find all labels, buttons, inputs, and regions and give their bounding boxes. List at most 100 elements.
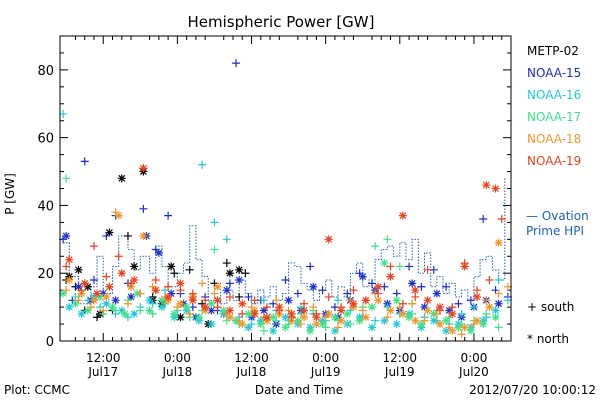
south-point [371, 242, 380, 251]
north-point [300, 313, 309, 322]
south-point [222, 235, 231, 244]
north-point [429, 316, 438, 325]
north-point [262, 313, 271, 322]
south-point [442, 282, 451, 291]
north-point [367, 323, 376, 332]
north-point [358, 272, 367, 281]
south-point [300, 299, 309, 308]
north-point [207, 299, 216, 308]
north-point [188, 296, 197, 305]
south-point [74, 296, 83, 305]
south-point [420, 316, 429, 325]
south-point [309, 303, 318, 312]
north-point [367, 303, 376, 312]
north-point [445, 306, 454, 315]
south-point [469, 303, 478, 312]
south-point [343, 289, 352, 298]
south-point [222, 259, 231, 268]
north-point [93, 289, 102, 298]
legend-entry: NOAA-15 [527, 66, 581, 80]
north-point [423, 296, 432, 305]
south-point [259, 326, 268, 335]
north-point [145, 296, 154, 305]
north-point [491, 306, 500, 315]
south-point [250, 296, 259, 305]
south-point [494, 323, 503, 332]
legend-entry: NOAA-16 [527, 88, 581, 102]
legend-entry: METP-02 [527, 44, 579, 58]
north-point [213, 296, 222, 305]
south-point [482, 296, 491, 305]
south-point [334, 296, 343, 305]
north-point [269, 326, 278, 335]
south-point [497, 215, 506, 223]
south-point [136, 289, 145, 298]
y-tick-label: 60 [37, 132, 54, 147]
north-point [65, 255, 74, 264]
north-point [207, 306, 216, 315]
north-point [151, 286, 160, 295]
south-point [306, 262, 315, 271]
north-point [448, 326, 457, 335]
north-point [337, 306, 346, 315]
north-point [284, 296, 293, 305]
north-point [120, 309, 129, 318]
south-point [176, 286, 185, 295]
north-point [145, 306, 154, 315]
south-point [457, 330, 466, 339]
x-axis-label: Date and Time [255, 383, 343, 397]
south-point [383, 235, 392, 244]
north-point [74, 282, 83, 291]
south-point [386, 262, 395, 271]
north-point [405, 313, 414, 322]
south-point [494, 276, 503, 284]
south-point [232, 59, 241, 68]
north-point [485, 303, 494, 312]
south-point [334, 323, 343, 332]
south-point [238, 309, 247, 318]
north-point [62, 231, 71, 240]
plot-frame [59, 35, 512, 342]
north-point [491, 184, 500, 193]
north-point [167, 262, 176, 271]
north-point [417, 320, 426, 329]
north-point [77, 309, 86, 318]
north-point [167, 289, 176, 298]
north-point [105, 228, 114, 237]
north-point [130, 309, 139, 318]
south-point [405, 262, 414, 271]
south-point [371, 316, 380, 325]
south-point [235, 292, 244, 301]
south-point [349, 286, 358, 295]
south-point [259, 296, 268, 305]
y-axis-label: P [GW] [3, 173, 17, 215]
north-point [102, 292, 111, 301]
north-point [442, 316, 451, 325]
north-point [473, 316, 482, 325]
north-point [386, 272, 395, 281]
north-point [392, 296, 401, 305]
south-point [164, 282, 173, 291]
north-point [337, 316, 346, 325]
north-point [176, 299, 185, 308]
legend-entry: NOAA-17 [527, 110, 581, 124]
north-point [374, 296, 383, 305]
south-point [346, 320, 355, 329]
north-point [213, 282, 222, 291]
south-point [213, 303, 222, 312]
x-tick-label-date: Jul17 [87, 365, 118, 379]
north-point [222, 286, 231, 295]
north-point [238, 320, 247, 329]
south-point [374, 289, 383, 298]
north-point [139, 164, 148, 173]
x-tick-label-time: 0:00 [164, 351, 191, 365]
x-tick-label-date: Jul19 [384, 365, 415, 379]
north-point [460, 323, 469, 332]
north-point [479, 320, 488, 329]
north-point [65, 303, 74, 312]
north-point [259, 306, 268, 315]
north-point [102, 299, 111, 308]
north-point [473, 292, 482, 301]
south-point [448, 303, 457, 312]
